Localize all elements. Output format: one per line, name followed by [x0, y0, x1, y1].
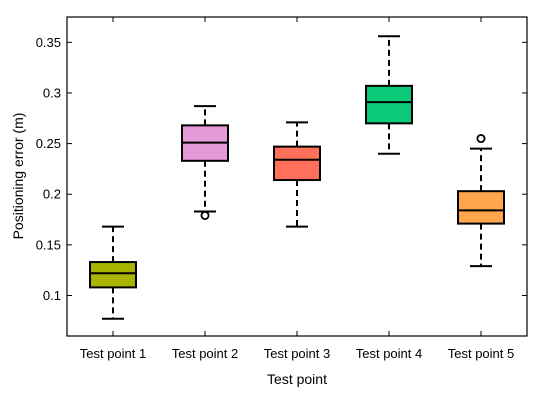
box-2: [181, 105, 229, 220]
box-4: [365, 35, 413, 155]
x-tick-label: Test point 4: [356, 346, 423, 361]
x-tick-label: Test point 5: [448, 346, 515, 361]
x-tick-label: Test point 1: [80, 346, 147, 361]
y-tick-label: 0.2: [43, 187, 61, 202]
y-tick-label: 0.35: [36, 35, 61, 50]
x-axis-title: Test point: [267, 371, 327, 387]
iqr-box: [365, 84, 413, 125]
outlier-point: [476, 134, 486, 144]
x-tick-label: Test point 2: [172, 346, 239, 361]
plot-marks: [89, 35, 505, 320]
iqr-box: [457, 190, 505, 225]
y-tick-label: 0.25: [36, 136, 61, 151]
outlier-point: [200, 210, 210, 220]
y-tick-label: 0.3: [43, 85, 61, 100]
iqr-box: [273, 145, 321, 182]
y-tick-label: 0.1: [43, 288, 61, 303]
box-5: [457, 134, 505, 268]
y-axis: 0.1 0.15 0.2 0.25 0.3 0.35: [36, 35, 527, 303]
box-3: [273, 121, 321, 228]
box-1: [89, 225, 137, 320]
y-tick-label: 0.15: [36, 237, 61, 252]
x-axis: Test point 1 Test point 2 Test point 3 Test…: [80, 17, 515, 361]
y-axis-title: Positioning error (m): [10, 113, 26, 240]
x-tick-label: Test point 3: [264, 346, 331, 361]
iqr-box: [89, 261, 137, 289]
